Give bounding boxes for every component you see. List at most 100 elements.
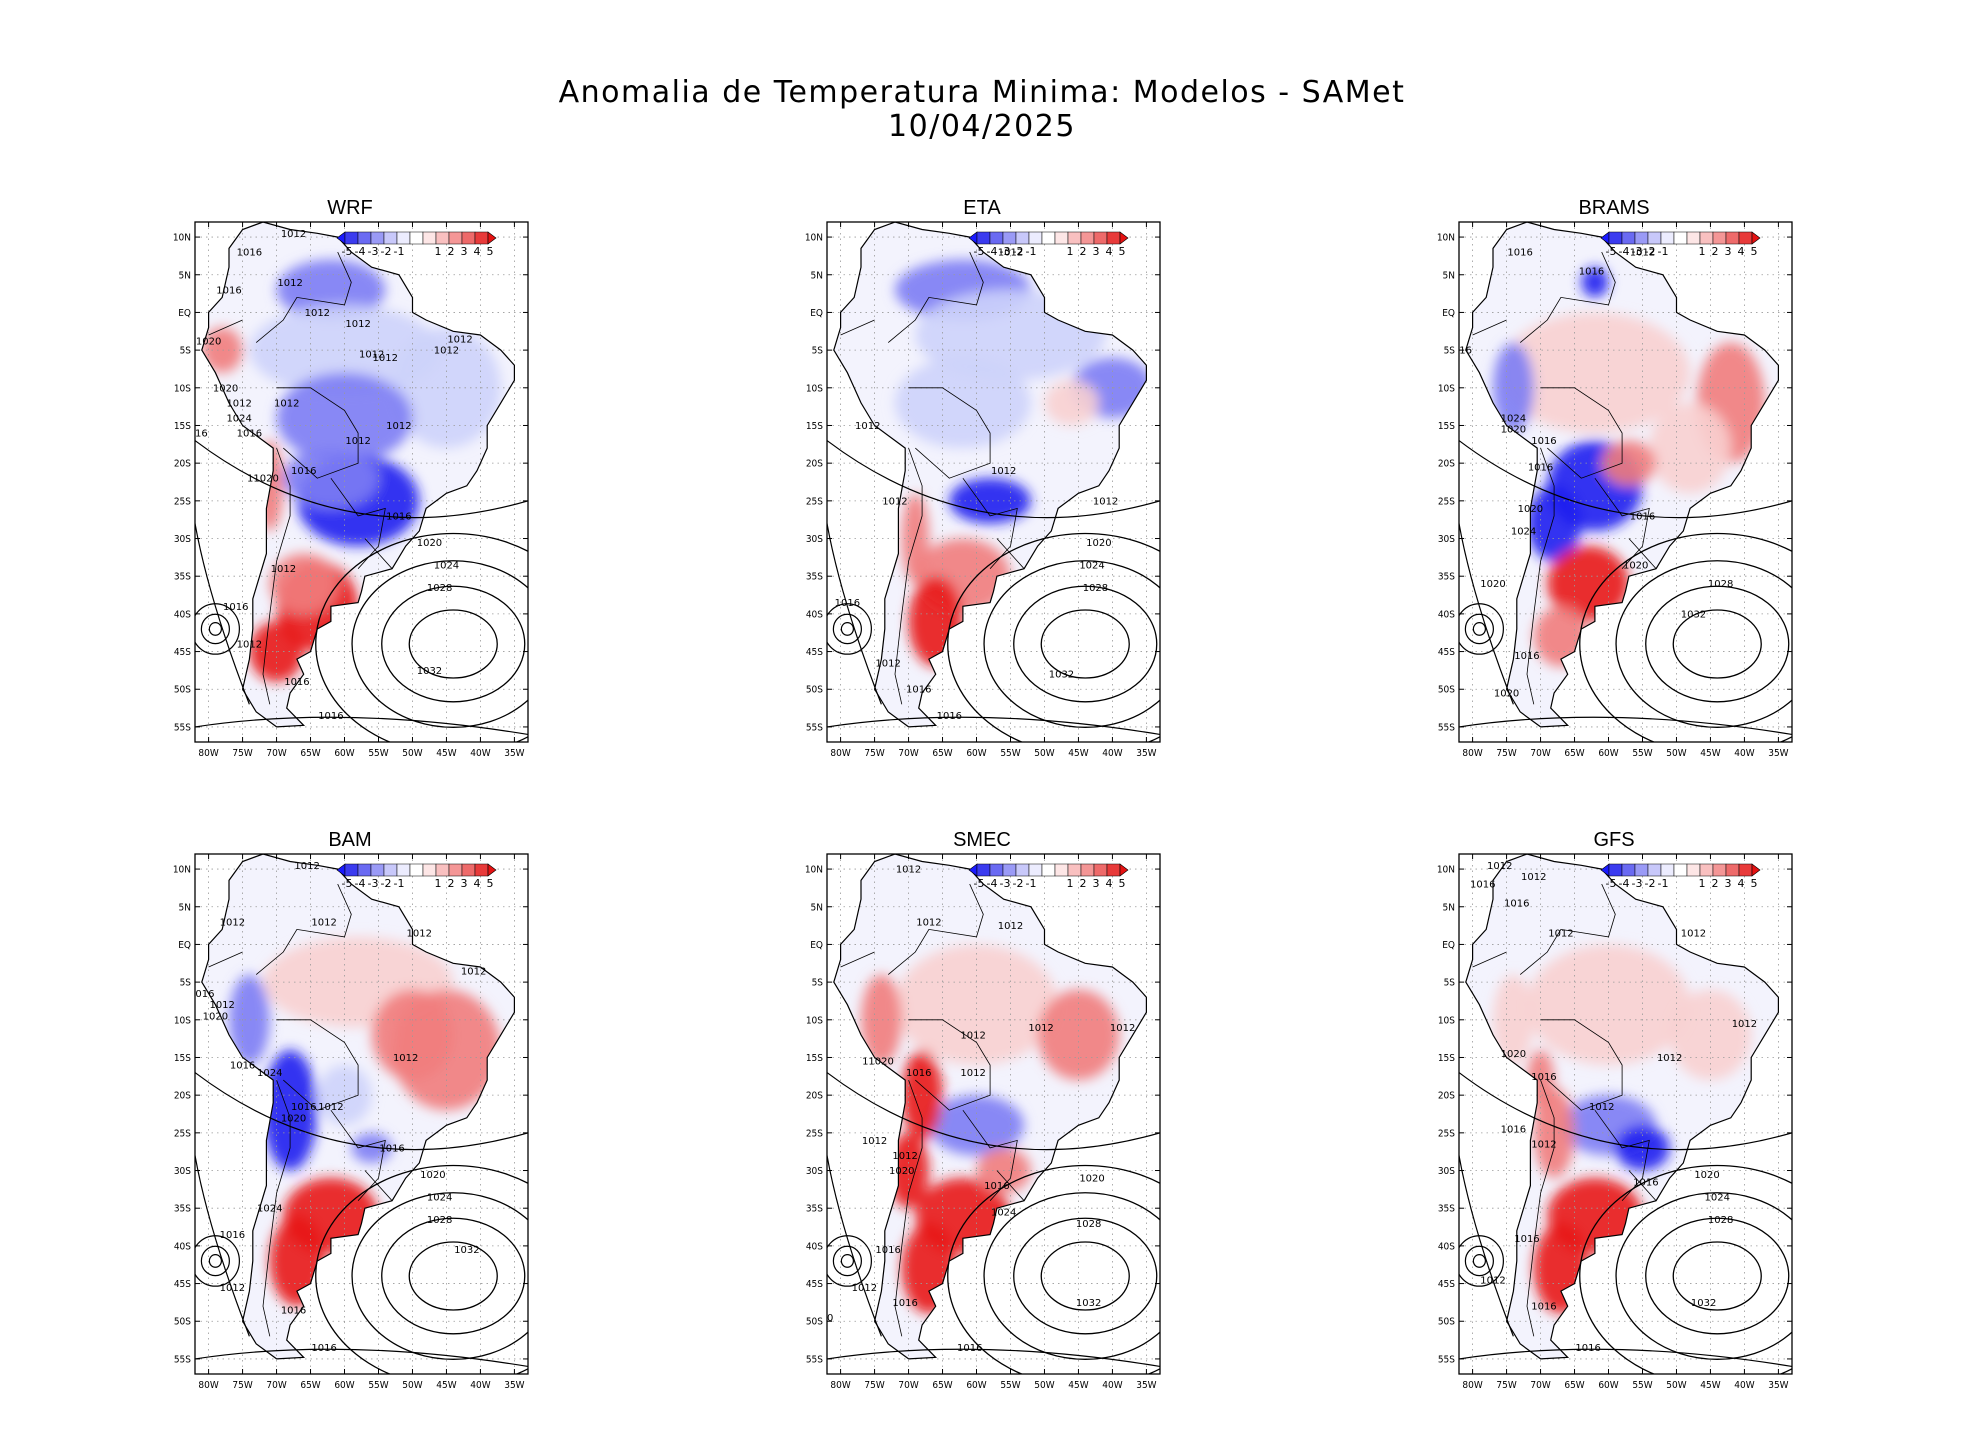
map-panel-brams: BRAMS 1016 1016 1012 016 1024 1020 1016 1016 102… xyxy=(1404,196,1824,759)
isobar-high xyxy=(315,532,528,742)
lat-tick-label: 20S xyxy=(806,1091,823,1102)
isobar-label: 1016 xyxy=(220,1230,245,1241)
isobar-high xyxy=(1615,1192,1792,1360)
isobar-label: 1012 xyxy=(991,466,1016,477)
colorbar-arrow-high xyxy=(487,863,497,877)
isobar-label: 1012 xyxy=(226,398,251,409)
coastline xyxy=(201,854,515,1360)
colorbar-label: -3 xyxy=(1632,245,1643,258)
plot-frame xyxy=(1458,853,1793,1375)
colorbar-label: -1 xyxy=(394,877,405,890)
figure-title: Anomalia de Temperatura Minima: Modelos … xyxy=(0,76,1964,144)
coastline xyxy=(833,222,1147,728)
anomaly-blob xyxy=(276,259,386,320)
lat-tick-label: 45S xyxy=(1438,1279,1455,1290)
colorbar-label: 3 xyxy=(1093,877,1100,890)
country-border xyxy=(1540,1019,1623,1111)
isobar-high xyxy=(1615,560,1792,728)
lon-tick-label: 40W xyxy=(470,1380,490,1391)
lat-tick-label: 45S xyxy=(806,647,823,658)
anomaly-blob xyxy=(1601,440,1657,486)
lat-tick-label: 5S xyxy=(1444,978,1456,989)
isobar-label: 1012 xyxy=(892,1151,917,1162)
isobar-label: 1032 xyxy=(1076,1298,1101,1309)
colorbar-label: 3 xyxy=(1725,877,1732,890)
isobar-label: 1012 xyxy=(855,421,880,432)
colorbar-label: 4 xyxy=(1738,245,1745,258)
colorbar-segment xyxy=(1041,231,1056,245)
isobar-high xyxy=(983,560,1160,728)
lon-tick-label: 70W xyxy=(266,1380,286,1391)
lat-tick-label: 20S xyxy=(1438,1091,1455,1102)
anomaly-blob xyxy=(1044,380,1099,426)
isobar-label: 1012 xyxy=(882,496,907,507)
isobar-label: 1012 xyxy=(1487,861,1512,872)
lat-tick-label: 5N xyxy=(179,270,191,281)
isobar-label: 1032 xyxy=(1691,1298,1716,1309)
colorbar-arrow-high xyxy=(1119,231,1129,245)
isobar-label: 1012 xyxy=(447,334,472,345)
lat-tick-label: 40S xyxy=(806,1241,823,1252)
colorbar-segment xyxy=(1080,863,1095,877)
lon-tick-label: 75W xyxy=(232,748,252,759)
anomaly-blob xyxy=(1526,944,1691,1066)
isobar-high xyxy=(1579,532,1792,742)
lon-tick-label: 40W xyxy=(1102,748,1122,759)
lat-tick-label: 30S xyxy=(806,534,823,545)
country-border xyxy=(1472,951,1507,968)
lat-tick-label: 30S xyxy=(806,1166,823,1177)
colorbar-segment xyxy=(1106,863,1121,877)
isobar-high xyxy=(1672,609,1762,679)
colorbar: -5 -4 -3 -2 -1 1 2 3 4 5 xyxy=(1600,231,1761,258)
colorbar-segment xyxy=(1608,231,1623,245)
isobar-label: 1020 xyxy=(281,1113,306,1124)
isobar-label: 1012 xyxy=(998,921,1023,932)
colorbar-arrow-high xyxy=(1751,863,1761,877)
colorbar: -5 -4 -3 -2 -1 1 2 3 4 5 xyxy=(336,231,497,258)
isobar-label: 1012 xyxy=(960,1030,985,1041)
colorbar-segment xyxy=(1015,231,1030,245)
colorbar: -5 -4 -3 -2 -1 1 2 3 4 5 xyxy=(968,231,1129,258)
lon-tick-label: 35W xyxy=(1768,748,1788,759)
isobar-line xyxy=(1459,1072,1792,1151)
isobar-line xyxy=(1459,440,1792,519)
isobar-line xyxy=(827,716,1160,736)
isobar-label: 1012 xyxy=(998,248,1023,259)
colorbar-label: -5 xyxy=(1606,877,1617,890)
country-border xyxy=(330,1109,386,1201)
isobar-label: 1012 xyxy=(1732,1019,1757,1030)
colorbar-segment xyxy=(1054,863,1069,877)
colorbar-segment xyxy=(1660,863,1675,877)
isobar-label: 1024 xyxy=(1705,1192,1730,1203)
lon-tick-label: 60W xyxy=(334,748,354,759)
isobar-label: 1016 xyxy=(1514,651,1539,662)
lat-tick-label: 30S xyxy=(174,1166,191,1177)
colorbar-label: 5 xyxy=(487,245,494,258)
isobar-label: 1028 xyxy=(1083,583,1108,594)
isobar-high xyxy=(315,1164,528,1374)
colorbar-label: -2 xyxy=(1645,877,1656,890)
colorbar-label: 3 xyxy=(1093,245,1100,258)
isobar-line xyxy=(195,716,528,736)
isobar-label: 1016 xyxy=(1633,1177,1658,1188)
lat-tick-label: 10N xyxy=(173,865,191,876)
colorbar-segment xyxy=(1712,231,1727,245)
colorbar-label: -2 xyxy=(1645,245,1656,258)
lon-tick-label: 60W xyxy=(966,748,986,759)
colorbar-segment xyxy=(1621,863,1636,877)
isobar-label: 1012 xyxy=(237,640,262,651)
map-plot: 1012 1012 1012 1012 1012 1020 1024 1028 1016 1012… xyxy=(805,221,1161,759)
colorbar-label: -2 xyxy=(381,877,392,890)
colorbar-segment xyxy=(1686,863,1701,877)
lon-tick-label: 55W xyxy=(1632,1380,1652,1391)
lat-tick-label: 10N xyxy=(805,865,823,876)
colorbar-segment xyxy=(344,231,359,245)
isobar-line xyxy=(827,440,1160,519)
isobar-high xyxy=(351,1192,528,1360)
colorbar-segment xyxy=(370,863,385,877)
colorbar-segment xyxy=(1634,863,1649,877)
isobar-label: 1012 xyxy=(345,319,370,330)
isobar-low xyxy=(832,613,862,645)
lat-tick-label: 40S xyxy=(174,1241,191,1252)
anomaly-blob xyxy=(949,478,1031,524)
